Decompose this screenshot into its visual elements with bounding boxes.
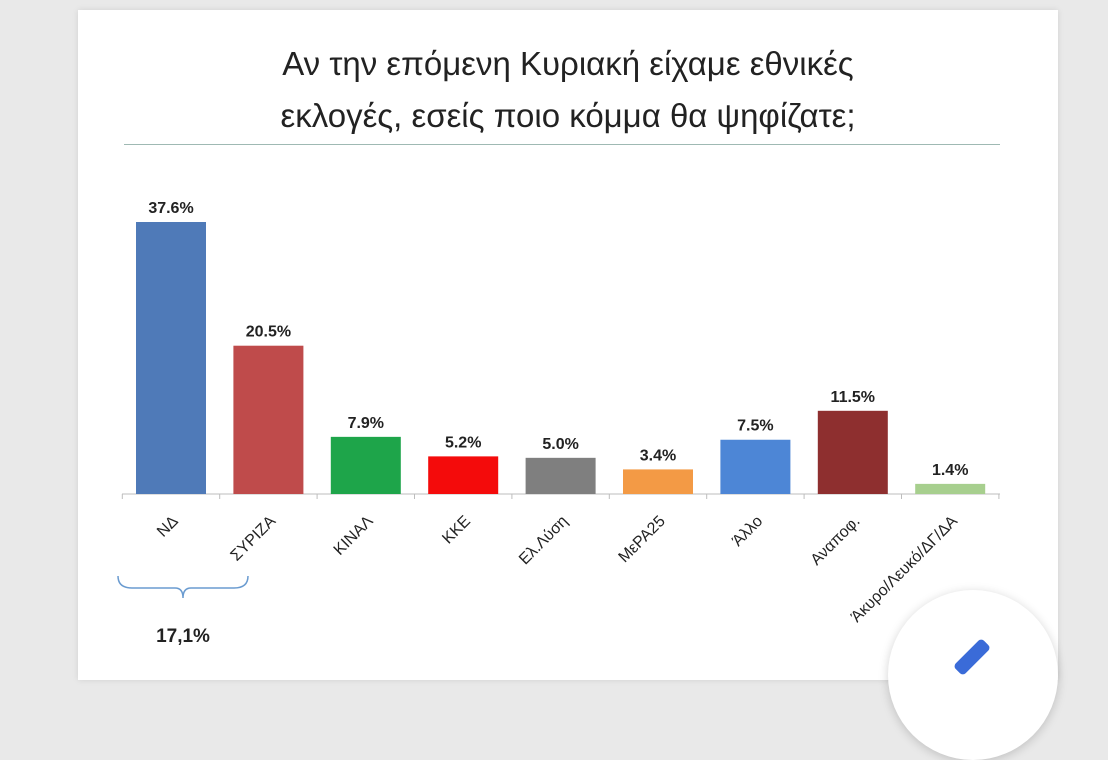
chart-title: Αν την επόμενη Κυριακή είχαμε εθνικές εκ… xyxy=(78,38,1058,142)
chart-card: Αν την επόμενη Κυριακή είχαμε εθνικές εκ… xyxy=(78,10,1058,680)
title-divider xyxy=(124,144,1000,145)
category-label: ΝΔ xyxy=(154,513,182,541)
data-label: 11.5% xyxy=(831,389,875,406)
data-label: 7.5% xyxy=(737,418,773,435)
data-label: 37.6% xyxy=(148,200,193,217)
bar-chart: 37.6% ΝΔ 20.5% ΣΥΡΙΖΑ 7.9% ΚΙΝΑΛ 5.2% ΚΚΕ 5.0% Ελ… xyxy=(117,200,1000,647)
data-label: 3.4% xyxy=(640,447,676,464)
edit-floating-button[interactable] xyxy=(888,590,1058,760)
category-label: ΜεΡΑ25 xyxy=(615,513,668,566)
bar xyxy=(525,457,596,494)
bar xyxy=(428,456,499,494)
category-label: Αναποφ. xyxy=(808,513,864,569)
category-label: Άλλο xyxy=(729,513,766,550)
bar xyxy=(136,222,206,494)
category-label: ΚΙΝΑΛ xyxy=(331,513,377,559)
data-label: 7.9% xyxy=(348,415,384,432)
bar xyxy=(623,469,693,494)
chart-title-line-1: Αν την επόμενη Κυριακή είχαμε εθνικές xyxy=(282,45,854,82)
bar xyxy=(817,410,888,494)
data-label: 20.5% xyxy=(246,324,291,341)
category-label: ΣΥΡΙΖΑ xyxy=(228,513,280,565)
bar xyxy=(233,345,304,494)
data-label: 1.4% xyxy=(932,462,968,479)
bar xyxy=(915,483,986,494)
data-label: 5.2% xyxy=(445,434,481,451)
category-label: ΚΚΕ xyxy=(439,513,474,548)
brace-annotation-label: 17,1% xyxy=(156,626,210,647)
bar xyxy=(720,439,791,494)
category-label: Ελ.Λύση xyxy=(516,513,571,568)
brace-annotation xyxy=(117,575,249,599)
bar xyxy=(330,436,401,494)
data-label: 5.0% xyxy=(542,436,578,453)
chart-title-line-2: εκλογές, εσείς ποιο κόμμα θα ψηφίζατε; xyxy=(280,97,856,134)
